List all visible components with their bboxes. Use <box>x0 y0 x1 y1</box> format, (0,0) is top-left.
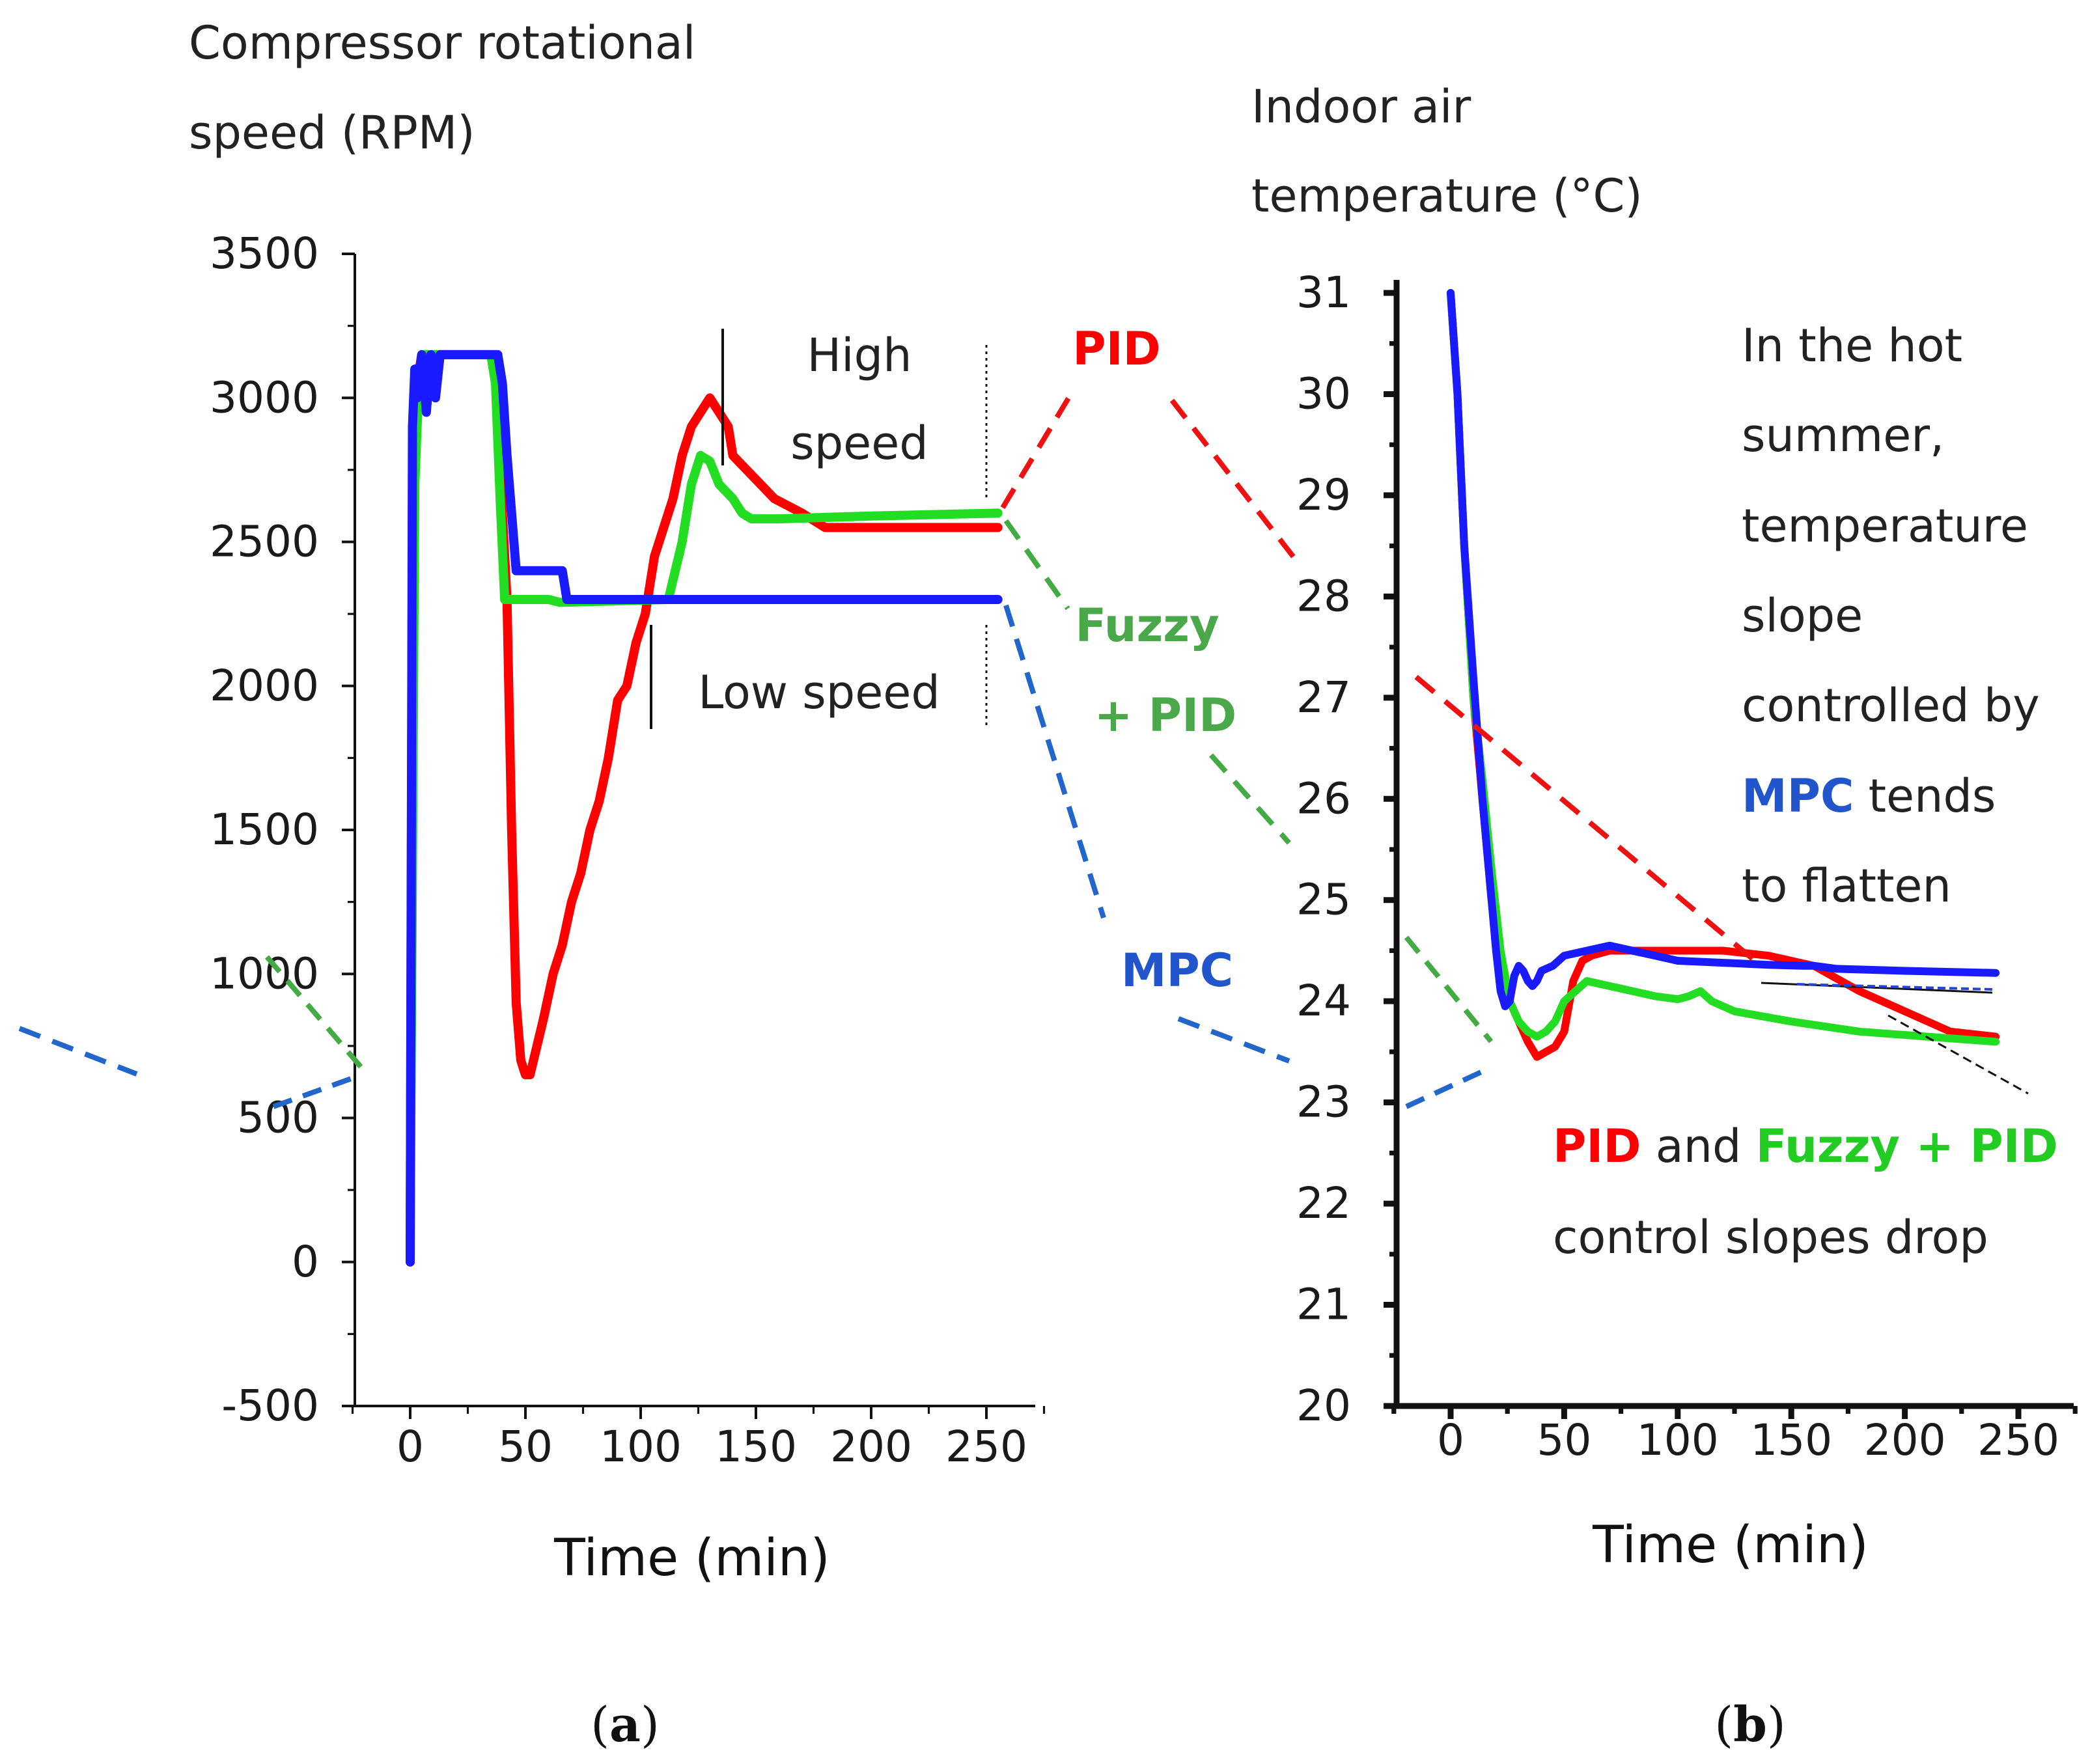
panel-b-xlabel: Time (min) <box>1592 1516 1869 1575</box>
panel-b-caption: (b) <box>1714 1697 1786 1753</box>
low-speed-label: Low speed <box>698 666 940 719</box>
legend-fuzzy-label-line1: Fuzzy <box>1075 599 1219 652</box>
annotation-b2-fuzzy: Fuzzy + PID <box>1756 1120 2058 1173</box>
panel-b-y-tick-label: 26 <box>1296 773 1351 823</box>
panel-b-ylabel-line1: Indoor air <box>1251 80 1471 133</box>
panel-b-y-tick-label: 30 <box>1296 368 1351 419</box>
panel-b-x-tick-label: 50 <box>1537 1415 1591 1465</box>
legend-pid-connector-left <box>1000 392 1074 510</box>
panel-a-series-fuzzy-pid <box>406 350 1003 1238</box>
annotation-b2-line2: control slopes drop <box>1553 1211 1988 1264</box>
panel-b-y-tick-label: 28 <box>1296 571 1351 621</box>
panel-a-y-tick-label: 2000 <box>210 661 319 711</box>
panel-b-y-tick-label: 23 <box>1296 1077 1351 1127</box>
panel-b-series-fuzzy-pid <box>1447 289 2000 1046</box>
panel-a-series <box>406 350 1003 1267</box>
panel-b-mpc-connector <box>1405 1065 1492 1109</box>
panel-b-y-tick-label: 27 <box>1296 672 1351 723</box>
stray-mpc-connector <box>18 1026 138 1077</box>
panel-a-axes: -500 0 500 1000 1500 2000 2500 3000 3500 0 50 100 15… <box>210 228 1046 1472</box>
mpc-flat-trend-dash <box>1796 983 1993 991</box>
drop-slope-trend-line <box>1888 1014 2029 1095</box>
annotation-b-line1: In the hot <box>1742 319 1962 372</box>
legend-pid-label: PID <box>1072 322 1160 376</box>
panel-b-y-tick-label: 24 <box>1296 976 1351 1026</box>
panel-a-series-mpc <box>406 350 1003 1267</box>
panel-b-series-pid <box>1447 289 2000 1061</box>
annotation-b-line3: temperature <box>1742 499 2028 553</box>
annotation-b-line2: summer, <box>1742 409 1944 462</box>
legend-fuzzy-connector-right <box>1209 753 1291 845</box>
legend-mpc-label: MPC <box>1121 944 1233 997</box>
legend-mpc-connector-left <box>1003 604 1106 919</box>
panel-b-y-tick-label: 20 <box>1296 1381 1351 1431</box>
panel-a-x-tick-label: 250 <box>945 1422 1027 1472</box>
legend: PID Fuzzy + PID MPC <box>18 322 1494 1109</box>
panel-a-y-tick-label: 1500 <box>210 805 319 855</box>
panel-b-series <box>1447 289 2000 1061</box>
panel-b-series-mpc <box>1447 289 2000 1010</box>
panel-b-x-tick-label: 100 <box>1637 1415 1719 1465</box>
panel-a-y-tick-label: 3000 <box>210 372 319 422</box>
panel-a-y-tick-label: 0 <box>292 1237 319 1287</box>
annotation-b-line7: to flatten <box>1742 859 1951 913</box>
annotation-b-mpc-word: MPC <box>1742 769 1854 823</box>
high-speed-label-line2: speed <box>790 417 928 470</box>
legend-pid-connector-right <box>1169 398 1298 562</box>
legend-fuzzy-label-line2: + PID <box>1094 689 1236 742</box>
panel-b-fuzzy-connector <box>1404 935 1494 1043</box>
panel-a-x-tick-label: 100 <box>600 1422 682 1472</box>
pid-slope-trend-dash <box>1414 674 1760 966</box>
legend-mpc-connector-right <box>1177 1016 1290 1064</box>
panel-a-series-pid <box>406 350 1003 1267</box>
panel-b-y-tick-label: 29 <box>1296 470 1351 520</box>
panel-b-y-tick-label: 25 <box>1296 875 1351 925</box>
panel-a-y-tick-label: 1000 <box>210 948 319 999</box>
panel-a: Compressor rotational speed (RPM) -500 0 5… <box>189 16 1046 1753</box>
panel-b-caption-letter: b <box>1733 1697 1767 1753</box>
panel-b-x-tick-label: 150 <box>1750 1415 1832 1465</box>
panel-b: Indoor air temperature (°C) 20 21 22 23 24 25… <box>1251 80 2078 1753</box>
mpc-flat-trend-line <box>1761 982 1993 994</box>
legend-fuzzy-connector-left <box>1003 519 1070 611</box>
panel-a-xlabel: Time (min) <box>553 1529 830 1588</box>
panel-b-x-tick-label: 200 <box>1864 1415 1946 1465</box>
annotation-b-tends: tends <box>1854 769 1996 823</box>
panel-a-ylabel-line1: Compressor rotational <box>189 16 695 70</box>
panel-b-ylabel-line2: temperature (°C) <box>1251 169 1643 223</box>
high-speed-label-line1: High <box>807 329 912 382</box>
panel-a-y-tick-label: 500 <box>237 1093 319 1143</box>
panel-a-y-tick-label: 3500 <box>210 228 319 279</box>
panel-a-x-tick-label: 200 <box>830 1422 912 1472</box>
annotation-b2-pid: PID <box>1553 1120 1641 1173</box>
annotation-b-line4: slope <box>1742 589 1863 642</box>
annotation-b-line6: MPC tends <box>1742 769 1996 823</box>
panel-b-y-tick-label: 21 <box>1296 1280 1351 1330</box>
panel-b-y-tick-label: 31 <box>1296 268 1351 318</box>
panel-a-y-tick-label: -500 <box>221 1381 319 1431</box>
panel-a-caption-letter: a <box>609 1697 641 1753</box>
panel-a-x-tick-label: 150 <box>715 1422 797 1472</box>
panel-a-x-tick-label: 0 <box>397 1422 424 1472</box>
annotation-b2-line1: PID and Fuzzy + PID <box>1553 1120 2058 1173</box>
panel-a-caption: (a) <box>591 1697 660 1753</box>
stray-mpc-connector-2 <box>272 1075 356 1109</box>
annotation-b2-and: and <box>1641 1120 1755 1173</box>
annotation-b-line5: controlled by <box>1742 679 2040 732</box>
panel-b-y-tick-label: 22 <box>1296 1178 1351 1228</box>
panel-b-x-tick-label: 0 <box>1437 1415 1464 1465</box>
panel-b-axes: 20 21 22 23 24 25 26 27 28 29 30 31 0 50 100 150 200 250 <box>1296 268 2078 1465</box>
panel-b-x-tick-label: 250 <box>1977 1415 2059 1465</box>
panel-a-x-tick-label: 50 <box>498 1422 553 1472</box>
panel-a-ylabel-line2: speed (RPM) <box>189 106 475 159</box>
panel-a-y-tick-label: 2500 <box>210 517 319 567</box>
stray-fuzzy-connector <box>264 955 364 1069</box>
